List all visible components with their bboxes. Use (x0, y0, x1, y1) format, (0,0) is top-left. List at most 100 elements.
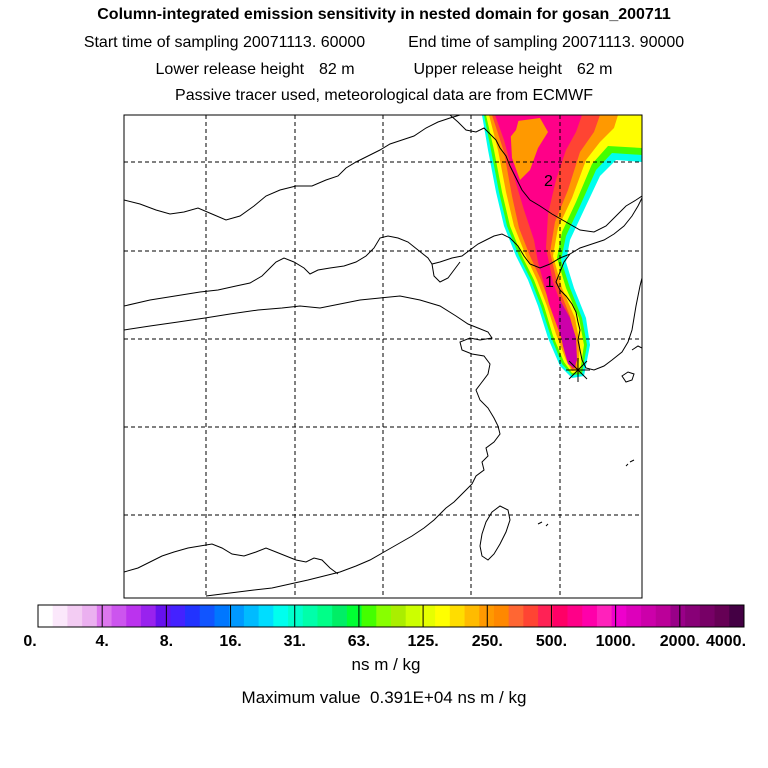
colorbar-cell (582, 605, 598, 627)
colorbar-cell (185, 605, 201, 627)
colorbar-cell (714, 605, 730, 627)
coastline-shandong (124, 295, 501, 597)
colorbar-cell (67, 605, 83, 627)
colorbar-tick-label: 1000. (596, 633, 636, 650)
grid-lines (124, 115, 642, 598)
plume-band-magenta (558, 300, 577, 368)
release-height-line: Lower release height 82 m Upper release … (0, 61, 768, 79)
coastline-ryukyu-4 (545, 523, 549, 527)
colorbar-tick-label: 16. (219, 633, 241, 650)
plume-layer (482, 115, 642, 378)
sampling-time-line: Start time of sampling 20071113. 60000 E… (0, 34, 768, 52)
colorbar-cell (170, 605, 186, 627)
colorbar-cell (126, 605, 142, 627)
colorbar-cells (38, 605, 745, 627)
colorbar-tick-label: 125. (408, 633, 439, 650)
max-value-number: 0.391E+04 (370, 688, 453, 707)
end-time-value: 20071113. 90000 (561, 34, 685, 51)
colorbar-cell (52, 605, 68, 627)
max-value-unit: ns m / kg (457, 688, 527, 707)
colorbar-cell (405, 605, 421, 627)
colorbar-cell (111, 605, 127, 627)
colorbar-cell (199, 605, 215, 627)
colorbar-cell (214, 605, 230, 627)
colorbar-tick-label: 63. (348, 633, 370, 650)
colorbar-cell (346, 605, 362, 627)
colorbar-unit: ns m / kg (351, 655, 421, 674)
colorbar-tick-label: 4. (96, 633, 109, 650)
colorbar-cell (258, 605, 274, 627)
colorbar-cell (302, 605, 318, 627)
colorbar-cell (641, 605, 657, 627)
colorbar-tick-label: 2000. (660, 633, 700, 650)
colorbar-cell (38, 605, 54, 627)
colorbar-cell (96, 605, 112, 627)
plume-core-pink (500, 115, 520, 140)
coastline-japan-2 (631, 345, 642, 351)
border-south (124, 543, 339, 575)
colorbar-cell (140, 605, 157, 627)
marker-label-2: 2 (544, 173, 553, 190)
colorbar-dividers (101, 605, 681, 627)
colorbar-cell (670, 605, 686, 627)
receptor-star-icon (566, 358, 590, 382)
colorbar-tick-label: 31. (284, 633, 306, 650)
colorbar-cell (155, 605, 171, 627)
upper-height-label: Upper release height (413, 61, 562, 78)
start-time-value: 20071113. 60000 (243, 34, 366, 51)
colorbar-cell (464, 605, 480, 627)
colorbar-cell (317, 605, 333, 627)
colorbar-cell (82, 605, 98, 627)
model-note: Passive tracer used, meteorological data… (175, 87, 593, 104)
upper-height-value: 62 m (576, 61, 613, 78)
colorbar-cell (567, 605, 583, 627)
colorbar-cell (626, 605, 642, 627)
colorbar-cell (361, 605, 377, 627)
border-north-2 (449, 115, 642, 233)
coastline-japan-1 (621, 371, 635, 383)
lower-height-value: 82 m (318, 61, 355, 78)
start-time-label: Start time of sampling (83, 34, 239, 51)
map-frame (123, 114, 643, 599)
colorbar-cell (391, 605, 407, 627)
coastline-ryukyu-3 (537, 521, 543, 525)
end-time-label: End time of sampling (408, 34, 558, 51)
coastline-liaodong (431, 261, 461, 283)
colorbar-tick-label: 4000. (706, 633, 746, 650)
colorbar-tick-labels: 0. 4. 8. 16. 31. 63. 125. 250. 500. 1000. 2000. 400… (23, 633, 746, 650)
colorbar-tick-label: 8. (160, 633, 173, 650)
border-north-1 (124, 115, 461, 221)
plume-core-orange (510, 118, 548, 180)
figure-title: Column-integrated emission sensitivity i… (97, 6, 671, 23)
colorbar-cell (685, 605, 701, 627)
colorbar-cell (420, 605, 436, 627)
colorbar-cell (699, 605, 715, 627)
max-value-label: Maximum value (241, 688, 361, 707)
colorbar-cell (538, 605, 554, 627)
colorbar-cell (332, 605, 348, 627)
colorbar-cell (611, 605, 627, 627)
colorbar-cell (243, 605, 260, 627)
colorbar-cell (552, 605, 568, 627)
max-value-line: Maximum value 0.391E+04 ns m / kg (0, 688, 768, 708)
colorbar-tick-label: 0. (23, 633, 36, 650)
colorbar-cell (229, 605, 245, 627)
lower-height-label: Lower release height (155, 61, 305, 78)
colorbar-cell (508, 605, 524, 627)
marker-label-1: 1 (545, 274, 554, 291)
colorbar-cell (655, 605, 671, 627)
coastline-ryukyu-1 (629, 459, 635, 463)
colorbar-cell (596, 605, 613, 627)
colorbar-cell (435, 605, 451, 627)
coastline-ryukyu-2 (625, 463, 629, 467)
colorbar-cell (493, 605, 510, 627)
colorbar-cell (288, 605, 304, 627)
colorbar-cell (523, 605, 539, 627)
colorbar-cell (376, 605, 392, 627)
coastline-korea-east (569, 197, 642, 255)
colorbar-tick-label: 250. (472, 633, 503, 650)
colorbar-cell (449, 605, 465, 627)
coastline-bohai (124, 233, 571, 307)
